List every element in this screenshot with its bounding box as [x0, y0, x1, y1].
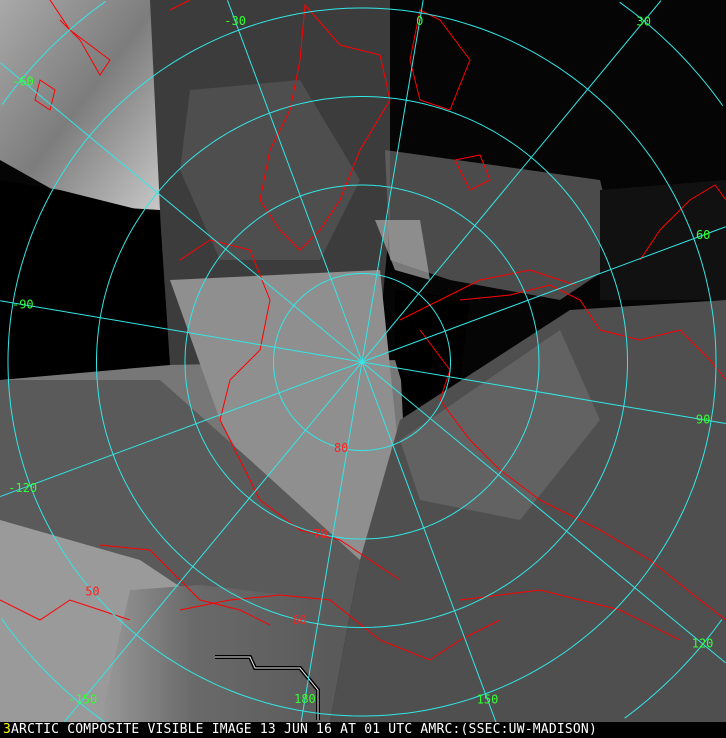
- latitude-circle-40: [0, 618, 105, 722]
- graticule: [0, 0, 726, 722]
- longitude-label: 90: [696, 413, 710, 427]
- meridian-line: [361, 0, 424, 363]
- latitude-circle-40: [619, 1, 724, 106]
- longitude-label: -60: [12, 75, 34, 89]
- longitude-label: -120: [8, 481, 37, 495]
- arctic-composite-map: -90 -60 -30 0 30 60 90 120 150 180 -150 -120 80 70 60 5…: [0, 0, 726, 722]
- longitude-label: 150: [477, 692, 499, 706]
- longitude-label: 180: [294, 692, 316, 706]
- meridian-line: [361, 361, 726, 425]
- longitude-label: -90: [12, 298, 34, 312]
- graticule-labels: -90 -60 -30 0 30 60 90 120 150 180 -150 -120 80 70 60 5…: [8, 14, 713, 707]
- latitude-circle-40: [1, 0, 106, 105]
- longitude-label: -150: [68, 692, 97, 706]
- latitude-circle-40: [624, 619, 723, 719]
- longitude-label: 60: [696, 228, 710, 242]
- imagery-layer: [0, 0, 726, 722]
- meridian-line: [0, 300, 363, 363]
- meridian-line: [361, 226, 726, 363]
- latitude-label: 60: [292, 613, 306, 627]
- image-caption-bar: 3ARCTIC COMPOSITE VISIBLE IMAGE 13 JUN 1…: [0, 722, 726, 738]
- latitude-label: 50: [85, 584, 99, 598]
- meridian-line: [361, 361, 497, 722]
- meridian-line: [300, 361, 363, 722]
- meridian-line: [361, 361, 726, 664]
- longitude-label: 0: [416, 14, 423, 28]
- longitude-label: 120: [692, 637, 714, 651]
- frame-number: 3: [3, 722, 12, 737]
- meridian-line: [226, 0, 363, 363]
- longitude-label: 30: [637, 14, 651, 28]
- latitude-label: 70: [313, 527, 327, 541]
- meridian-line: [361, 0, 662, 363]
- meridian-line: [0, 62, 363, 363]
- meridian-line: [63, 361, 363, 722]
- image-caption: ARCTIC COMPOSITE VISIBLE IMAGE 13 JUN 16…: [11, 722, 597, 737]
- meridian-line: [0, 361, 363, 498]
- longitude-label: -30: [224, 14, 246, 28]
- latitude-label: 80: [334, 441, 348, 455]
